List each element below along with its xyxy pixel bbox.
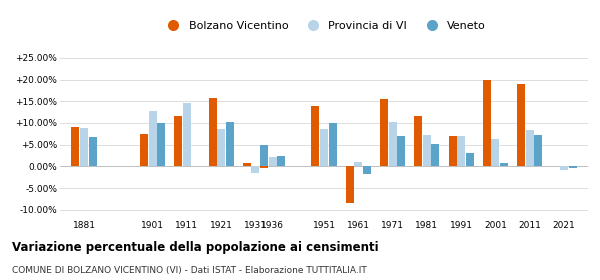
Bar	[397, 136, 405, 166]
Bar	[80, 128, 88, 166]
Bar	[346, 166, 353, 203]
Bar	[71, 127, 79, 166]
Bar	[260, 166, 268, 168]
Bar	[449, 136, 457, 166]
Bar	[355, 162, 362, 166]
Bar	[157, 123, 165, 166]
Text: Variazione percentuale della popolazione ai censimenti: Variazione percentuale della popolazione…	[12, 241, 379, 254]
Bar	[320, 129, 328, 166]
Bar	[89, 137, 97, 166]
Bar	[560, 166, 568, 170]
Bar	[535, 135, 542, 166]
Bar	[423, 135, 431, 166]
Bar	[260, 144, 268, 166]
Bar	[251, 166, 259, 173]
Bar	[243, 163, 251, 166]
Bar	[389, 122, 397, 166]
Bar	[517, 84, 525, 166]
Bar	[226, 122, 233, 166]
Bar	[491, 139, 499, 166]
Bar	[175, 116, 182, 166]
Bar	[183, 102, 191, 166]
Bar	[217, 129, 225, 166]
Bar	[269, 157, 277, 166]
Bar	[500, 163, 508, 166]
Bar	[466, 153, 473, 166]
Bar	[209, 98, 217, 166]
Bar	[140, 134, 148, 166]
Bar	[380, 99, 388, 166]
Bar	[457, 136, 465, 166]
Bar	[415, 116, 422, 166]
Bar	[569, 166, 577, 169]
Bar	[363, 166, 371, 174]
Bar	[277, 156, 285, 166]
Legend: Bolzano Vicentino, Provincia di VI, Veneto: Bolzano Vicentino, Provincia di VI, Vene…	[158, 17, 490, 36]
Bar	[311, 106, 319, 166]
Bar	[431, 144, 439, 166]
Bar	[483, 80, 491, 166]
Bar	[526, 130, 533, 166]
Bar	[149, 111, 157, 166]
Text: COMUNE DI BOLZANO VICENTINO (VI) - Dati ISTAT - Elaborazione TUTTITALIA.IT: COMUNE DI BOLZANO VICENTINO (VI) - Dati …	[12, 266, 367, 275]
Bar	[329, 123, 337, 166]
